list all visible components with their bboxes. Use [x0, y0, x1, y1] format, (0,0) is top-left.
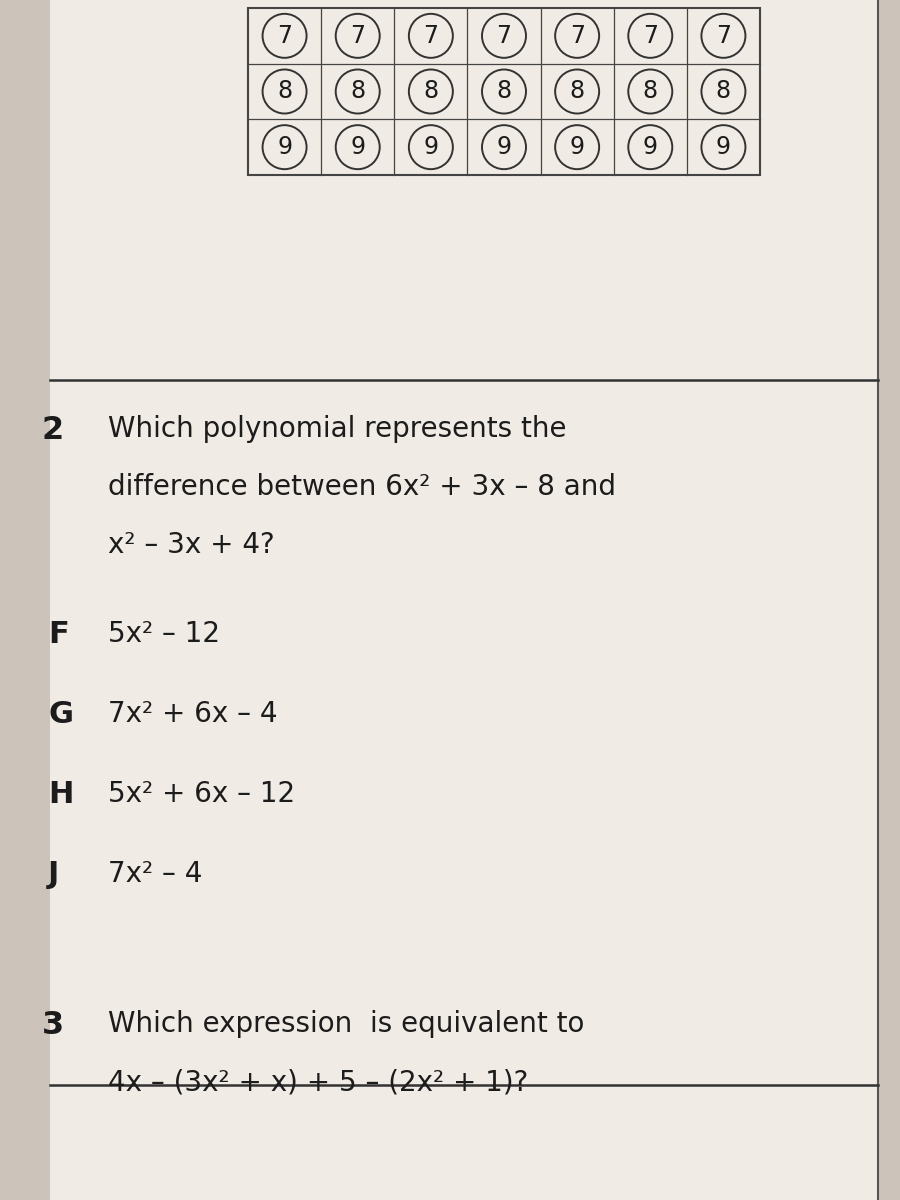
Text: 7: 7	[570, 24, 585, 48]
Text: 8: 8	[643, 79, 658, 103]
Text: 9: 9	[716, 136, 731, 160]
Text: 7: 7	[277, 24, 292, 48]
Text: 9: 9	[570, 136, 585, 160]
Text: 7: 7	[497, 24, 511, 48]
Text: 7x² – 4: 7x² – 4	[108, 860, 202, 888]
Text: 8: 8	[423, 79, 438, 103]
Text: J: J	[48, 860, 59, 889]
Text: 8: 8	[497, 79, 511, 103]
Text: 8: 8	[277, 79, 292, 103]
Text: 9: 9	[350, 136, 365, 160]
Text: 2: 2	[42, 415, 64, 446]
Circle shape	[336, 70, 380, 114]
Circle shape	[628, 125, 672, 169]
Circle shape	[336, 125, 380, 169]
Circle shape	[701, 14, 745, 58]
Text: 8: 8	[350, 79, 365, 103]
Text: x² – 3x + 4?: x² – 3x + 4?	[108, 530, 274, 559]
Circle shape	[263, 70, 307, 114]
Text: 9: 9	[277, 136, 292, 160]
Text: 9: 9	[497, 136, 511, 160]
Circle shape	[628, 70, 672, 114]
Text: 8: 8	[570, 79, 585, 103]
Circle shape	[701, 70, 745, 114]
Text: Which polynomial represents the: Which polynomial represents the	[108, 415, 566, 443]
Text: 5x² – 12: 5x² – 12	[108, 620, 220, 648]
Text: G: G	[48, 700, 73, 728]
Circle shape	[263, 125, 307, 169]
Circle shape	[701, 125, 745, 169]
Text: 7: 7	[643, 24, 658, 48]
Circle shape	[555, 70, 599, 114]
Text: 8: 8	[716, 79, 731, 103]
Circle shape	[263, 14, 307, 58]
Circle shape	[409, 70, 453, 114]
Circle shape	[409, 14, 453, 58]
Circle shape	[555, 125, 599, 169]
Text: 9: 9	[423, 136, 438, 160]
Circle shape	[482, 14, 526, 58]
Text: 7: 7	[716, 24, 731, 48]
Circle shape	[555, 14, 599, 58]
Circle shape	[482, 70, 526, 114]
Text: difference between 6x² + 3x – 8 and: difference between 6x² + 3x – 8 and	[108, 473, 616, 502]
Text: 5x² + 6x – 12: 5x² + 6x – 12	[108, 780, 295, 808]
Text: 3: 3	[42, 1010, 64, 1040]
Text: 9: 9	[643, 136, 658, 160]
Circle shape	[336, 14, 380, 58]
Text: H: H	[48, 780, 74, 809]
Circle shape	[628, 14, 672, 58]
Text: Which expression  is equivalent to: Which expression is equivalent to	[108, 1010, 584, 1038]
Text: 7: 7	[423, 24, 438, 48]
Text: F: F	[48, 620, 68, 649]
Text: 7x² + 6x – 4: 7x² + 6x – 4	[108, 700, 277, 728]
Text: 7: 7	[350, 24, 365, 48]
Circle shape	[409, 125, 453, 169]
Text: 4x – (3x² + x) + 5 – (2x² + 1)?: 4x – (3x² + x) + 5 – (2x² + 1)?	[108, 1068, 528, 1096]
Bar	[248, 8, 760, 175]
Circle shape	[482, 125, 526, 169]
